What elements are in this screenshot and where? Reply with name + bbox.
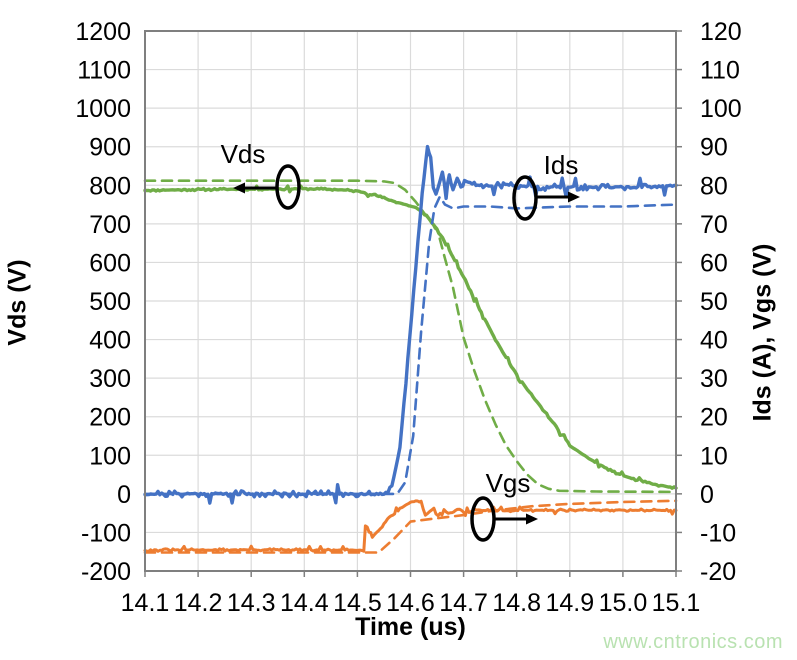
left-tick-label: 1100 [77,57,131,85]
series-ids-dashed [143,195,678,496]
left-tick-label: 700 [89,211,131,239]
right-tick-label: 80 [700,172,728,200]
annotation-label-vgs: Vgs [486,468,531,498]
arrowhead-right-icon [568,191,580,203]
x-tick-label: 14.9 [545,589,594,617]
right-tick-label: 40 [700,327,728,355]
annotation-label-vds: Vds [221,139,266,169]
x-tick-label: 14.4 [280,589,329,617]
annotation-ellipse-vgs [470,496,496,542]
arrowhead-right-icon [526,513,538,525]
left-tick-label: -100 [81,519,131,547]
right-tick-label: 90 [700,134,728,162]
annotation-label-ids: Ids [544,150,579,180]
x-tick-label: 15.0 [599,589,648,617]
x-tick-label: 14.2 [174,589,223,617]
right-tick-label: 10 [700,442,728,470]
left-tick-label: 0 [117,481,131,509]
right-axis-title: Ids (A), Vgs (V) [748,243,777,422]
x-axis-title: Time (us) [355,613,466,641]
right-tick-label: -20 [700,558,736,586]
right-tick-label: 110 [700,57,740,85]
left-tick-label: 400 [89,327,131,355]
right-tick-label: 70 [700,211,728,239]
right-tick-label: 50 [700,288,728,316]
left-tick-label: -200 [81,558,131,586]
series-vds-solid [143,184,678,490]
annotation-ellipse-ids [512,175,538,221]
left-tick-label: 200 [89,404,131,432]
right-tick-label: 30 [700,365,728,393]
right-tick-label: 120 [700,18,742,46]
series-ids-solid [143,144,678,505]
left-tick-label: 300 [89,365,131,393]
left-tick-label: 1200 [75,18,131,46]
arrowhead-left-icon [233,182,245,194]
x-tick-label: 14.7 [439,589,488,617]
left-tick-label: 1000 [75,95,131,123]
plot-border [144,30,677,572]
x-tick-label: 15.1 [652,589,701,617]
right-tick-label: 100 [700,95,742,123]
x-tick-label: 14.6 [386,589,435,617]
right-tick-label: 20 [700,404,728,432]
left-tick-label: 500 [89,288,131,316]
left-axis-title: Vds (V) [3,259,32,346]
right-tick-label: 60 [700,249,728,277]
left-tick-label: 100 [89,442,131,470]
series-vgs-solid [143,499,678,553]
watermark-text: www.cntronics.com [603,631,783,653]
x-tick-label: 14.8 [492,589,541,617]
left-tick-label: 800 [89,172,131,200]
series-vds-dashed [143,179,678,494]
right-tick-label: 0 [700,481,714,509]
x-tick-label: 14.1 [121,589,170,617]
x-tick-label: 14.3 [227,589,276,617]
right-tick-label: -10 [700,519,736,547]
left-tick-label: 600 [89,249,131,277]
left-tick-label: 900 [89,134,131,162]
series-vgs-dashed [143,499,678,554]
x-tick-label: 14.5 [333,589,382,617]
